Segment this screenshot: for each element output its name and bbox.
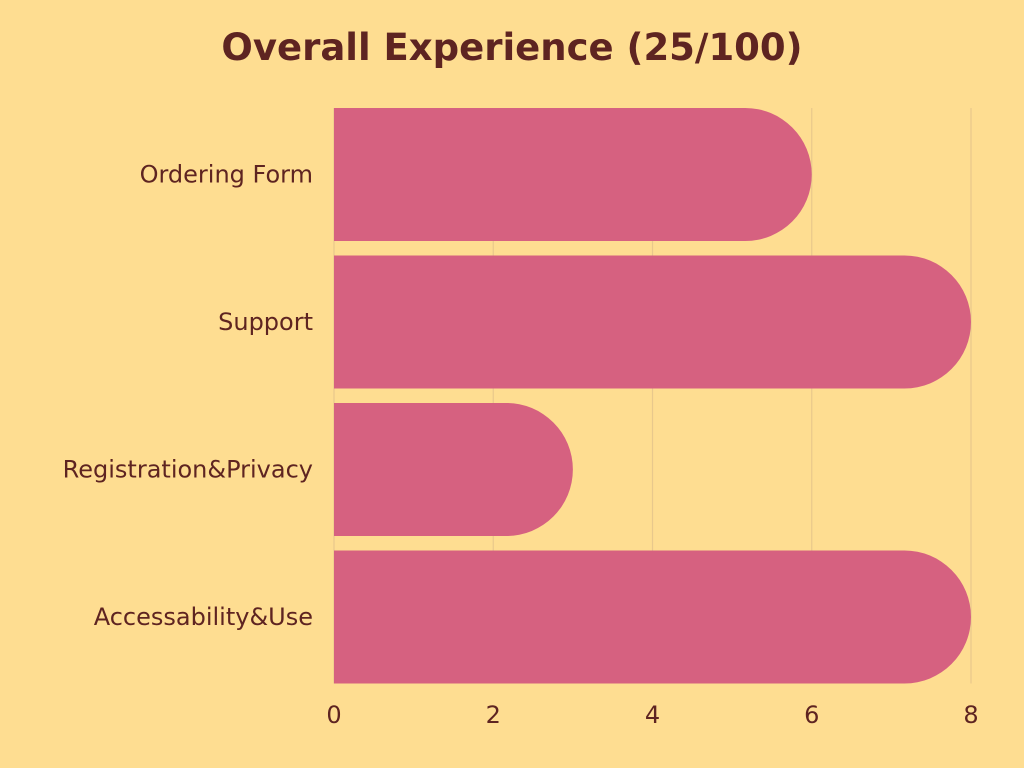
bar-2 <box>334 403 573 536</box>
category-label-1: Support <box>218 308 313 336</box>
x-tick-label-1: 2 <box>486 701 501 729</box>
bar-3 <box>334 550 971 684</box>
x-tick-label-3: 6 <box>804 701 819 729</box>
chart-title: Overall Experience (25/100) <box>221 26 803 69</box>
x-tick-label-2: 4 <box>645 701 660 729</box>
category-label-3: Accessability&Use <box>94 603 313 631</box>
category-label-2: Registration&Privacy <box>63 456 313 484</box>
category-label-0: Ordering Form <box>140 161 313 189</box>
x-tick-label-4: 8 <box>963 701 978 729</box>
x-tick-label-0: 0 <box>326 701 341 729</box>
bar-0 <box>334 108 812 241</box>
bar-1 <box>334 255 971 389</box>
